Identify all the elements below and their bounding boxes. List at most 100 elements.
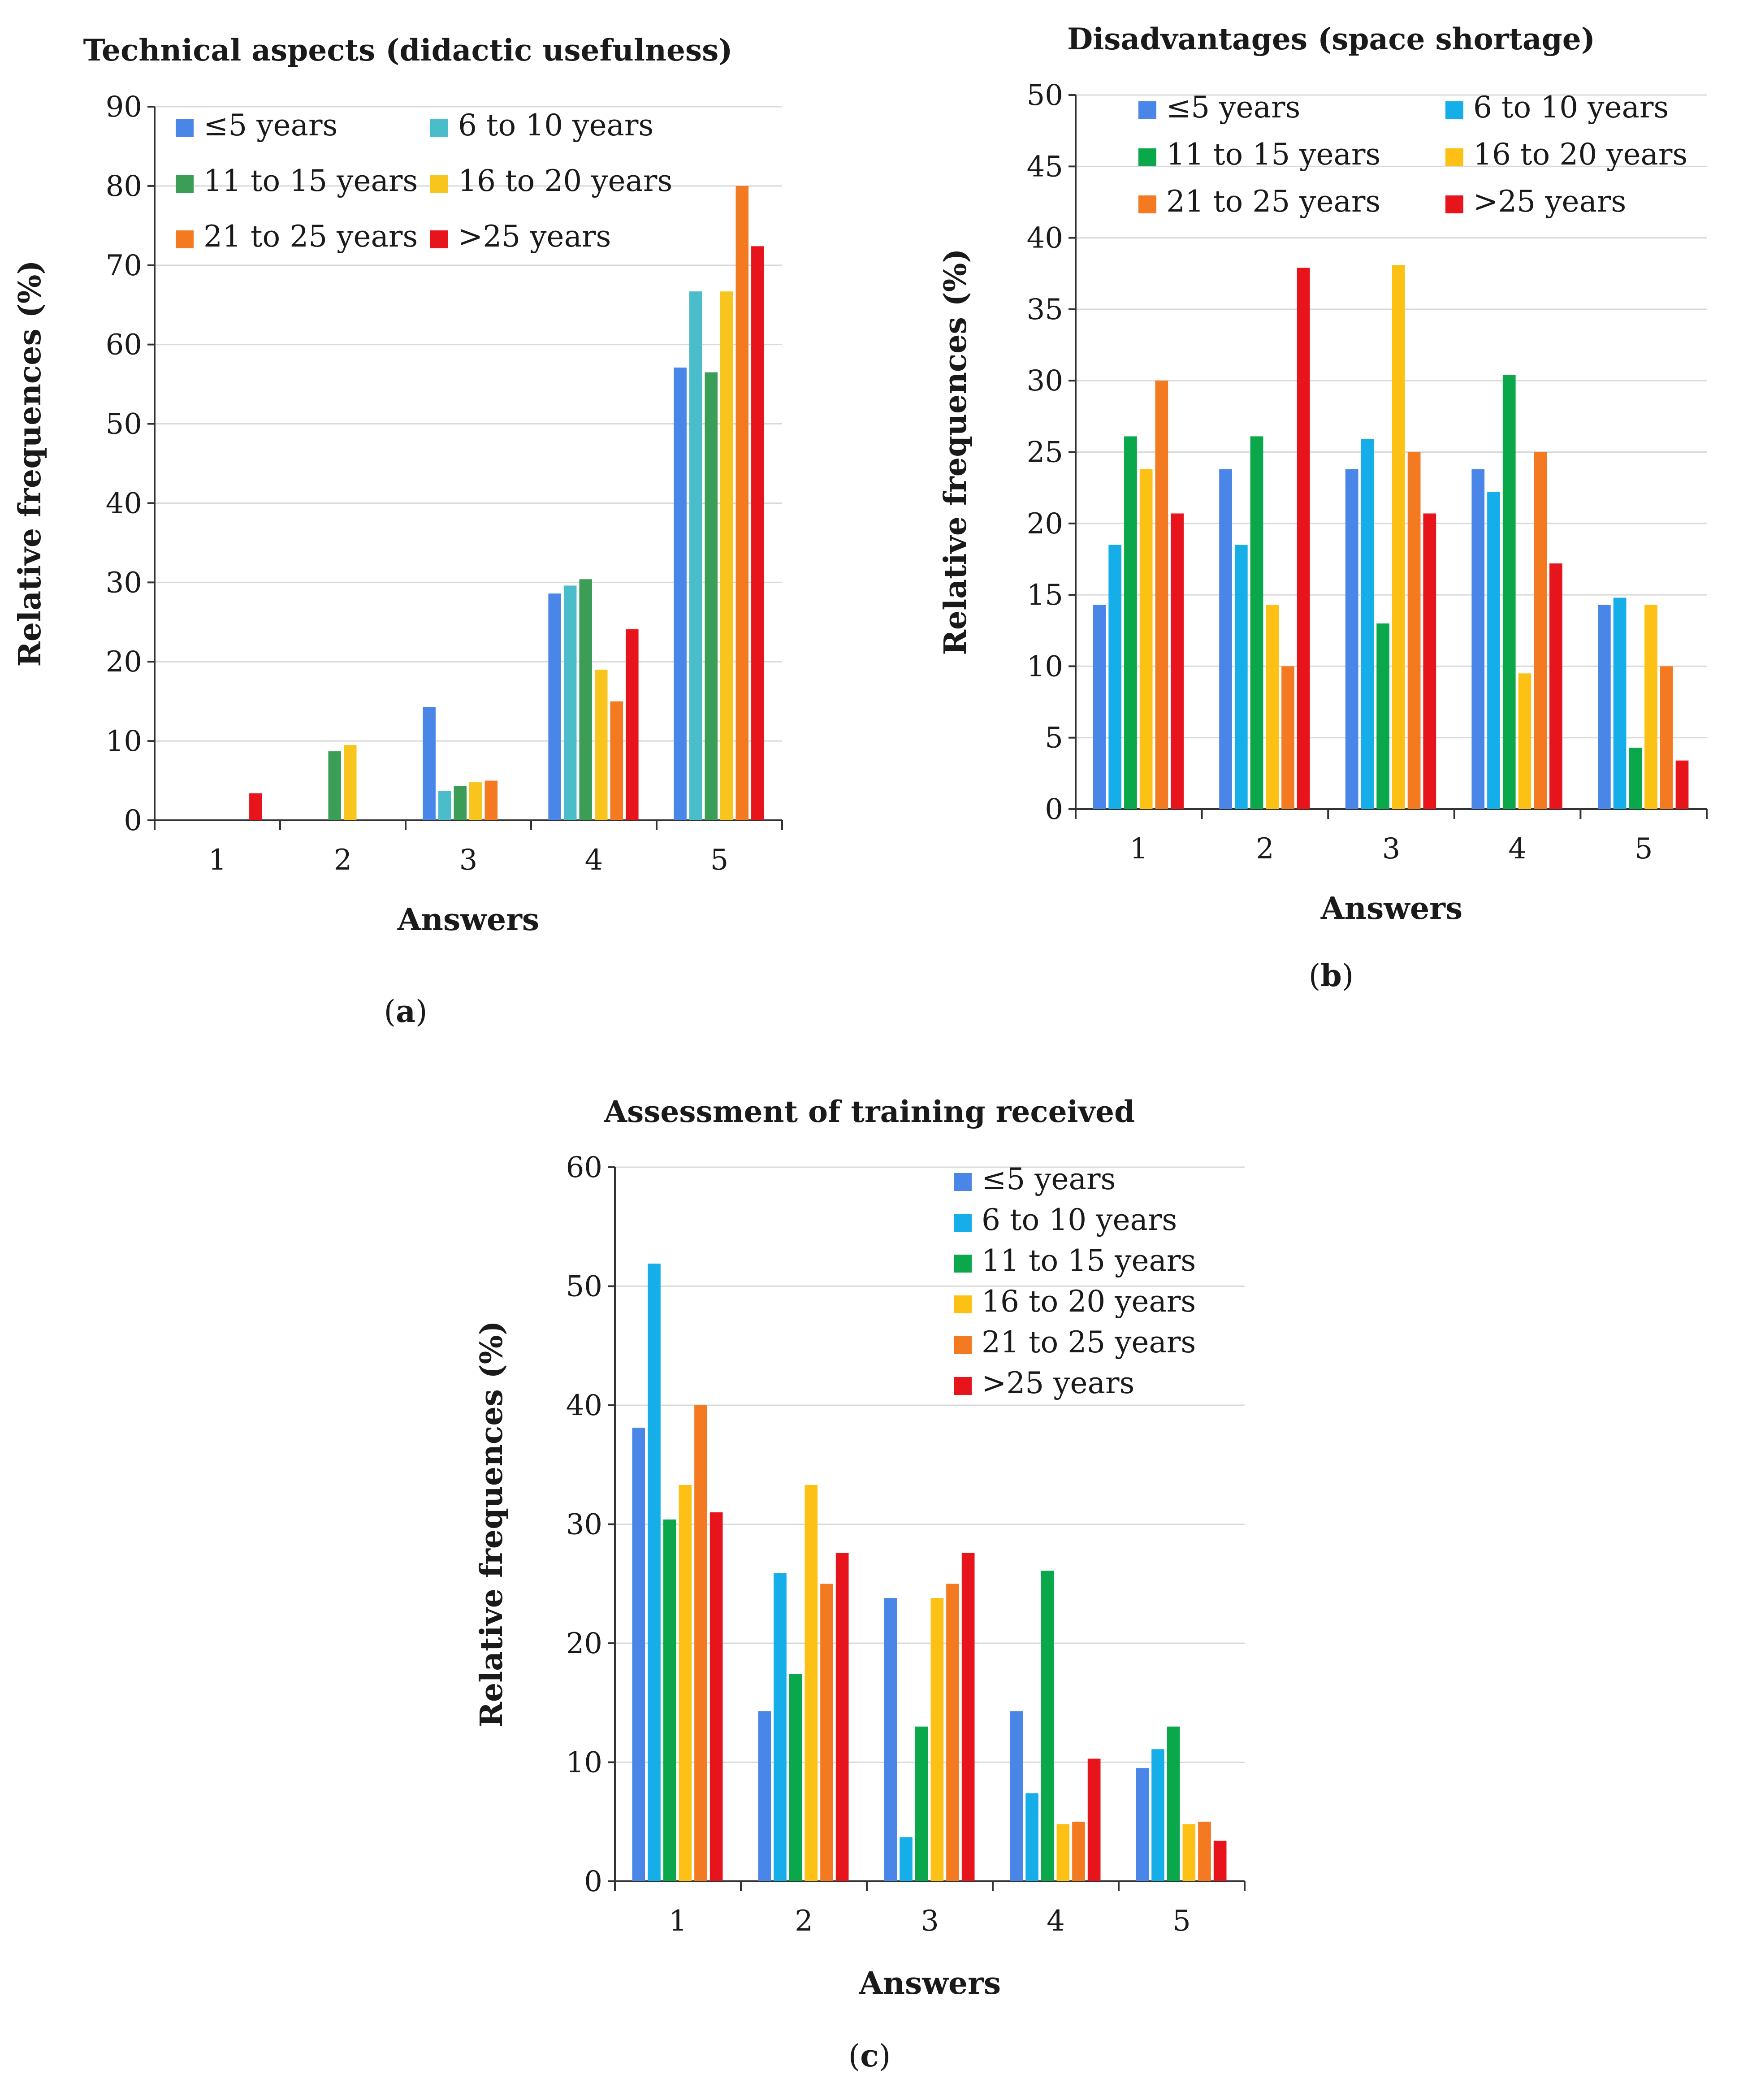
bar-b-cat3-s2: [1361, 439, 1374, 809]
legend-label: 16 to 20 years: [982, 1284, 1196, 1319]
bar-b-cat5-s3: [1629, 748, 1642, 809]
bar-b-cat1-s5: [1155, 381, 1168, 809]
bar-b-cat3-s1: [1345, 469, 1358, 809]
legend-swatch: [1138, 101, 1156, 119]
y-tick-label: 0: [1045, 793, 1063, 826]
bar-c-cat5-s3: [1167, 1726, 1180, 1881]
legend-swatch: [954, 1214, 972, 1232]
bar-b-cat2-s5: [1281, 666, 1294, 809]
legend-label: ≤5 years: [1166, 90, 1300, 125]
x-tick-label: 5: [1172, 1905, 1191, 1938]
y-tick-label: 0: [124, 804, 142, 837]
bar-c-cat3-s1: [884, 1598, 897, 1881]
legend-swatch: [1445, 101, 1463, 119]
bar-a-cat1-s6: [249, 793, 262, 820]
bar-b-cat4-s1: [1471, 469, 1485, 809]
y-tick-label: 40: [566, 1389, 602, 1422]
x-axis-title: Answers: [1320, 891, 1462, 927]
bar-a-cat2-s4: [344, 745, 357, 820]
bar-c-cat4-s3: [1041, 1571, 1054, 1881]
bar-a-cat3-s1: [423, 707, 436, 820]
y-tick-label: 0: [584, 1865, 602, 1898]
panel-caption: (c): [848, 2038, 891, 2074]
legend-swatch: [430, 119, 448, 137]
bar-a-cat5-s2: [689, 291, 702, 820]
bar-a-cat5-s1: [674, 367, 687, 820]
panel-caption: (b): [1309, 958, 1354, 994]
bar-a-cat5-s5: [735, 186, 749, 820]
x-axis-title: Answers: [397, 902, 539, 938]
legend-label: 11 to 15 years: [203, 164, 418, 198]
bar-b-cat2-s4: [1266, 605, 1279, 809]
y-tick-label: 20: [566, 1627, 602, 1660]
bar-c-cat1-s5: [694, 1405, 707, 1881]
bar-a-cat5-s3: [705, 372, 718, 820]
legend-label: 16 to 20 years: [1473, 137, 1687, 172]
legend-label: ≤5 years: [982, 1162, 1116, 1196]
chart-title: Technical aspects (didactic usefulness): [83, 33, 732, 68]
panel-caption: (a): [384, 994, 427, 1030]
y-tick-label: 40: [1027, 222, 1063, 255]
bar-b-cat1-s4: [1139, 469, 1153, 809]
bar-c-cat4-s6: [1087, 1758, 1101, 1881]
legend-swatch: [176, 230, 194, 248]
y-tick-label: 25: [1027, 436, 1063, 469]
bar-b-cat2-s3: [1250, 436, 1263, 809]
legend-label: 21 to 25 years: [982, 1325, 1196, 1360]
y-axis-title: Relative frequences (%): [474, 1321, 510, 1728]
x-tick-label: 2: [1256, 832, 1274, 866]
y-tick-label: 20: [106, 645, 142, 679]
bar-c-cat5-s1: [1136, 1768, 1149, 1881]
legend-swatch: [1138, 148, 1156, 166]
legend-label: 6 to 10 years: [982, 1203, 1177, 1237]
caption-paren-open: (: [1309, 958, 1321, 994]
bar-c-cat3-s6: [961, 1553, 975, 1881]
x-tick-label: 2: [334, 844, 352, 877]
bar-a-cat3-s4: [469, 782, 482, 820]
bar-b-cat4-s6: [1549, 563, 1562, 809]
legend-swatch: [176, 175, 194, 193]
bar-a-cat4-s1: [548, 593, 561, 820]
bar-b-cat3-s6: [1423, 513, 1436, 809]
bar-a-cat5-s6: [751, 246, 764, 820]
legend: ≤5 years 6 to 10 years 11 to 15 years 16 to…: [176, 108, 672, 254]
legend-label: ≤5 years: [203, 108, 337, 143]
bar-c-cat1-s3: [663, 1519, 676, 1881]
bar-c-cat3-s4: [930, 1598, 944, 1881]
bar-c-cat1-s6: [709, 1512, 723, 1881]
bar-c-cat4-s2: [1025, 1793, 1038, 1881]
bar-a-cat4-s5: [610, 701, 623, 820]
bar-a-cat4-s3: [579, 579, 592, 820]
y-axis-title: Relative frequences (%): [12, 260, 48, 667]
caption-paren-close: ): [415, 994, 428, 1030]
bar-b-cat4-s3: [1502, 375, 1516, 809]
bar-b-cat5-s1: [1598, 605, 1611, 809]
y-tick-label: 30: [566, 1508, 602, 1541]
bar-c-cat5-s6: [1213, 1840, 1227, 1881]
x-tick-label: 4: [1508, 832, 1527, 866]
bar-c-cat2-s6: [835, 1553, 849, 1881]
bar-c-cat2-s2: [774, 1573, 787, 1881]
legend-label: >25 years: [1473, 184, 1626, 219]
bar-b-cat3-s3: [1376, 623, 1389, 809]
y-tick-label: 5: [1045, 722, 1063, 755]
x-tick-label: 2: [795, 1905, 813, 1938]
bar-b-cat4-s2: [1487, 492, 1500, 809]
x-tick-label: 5: [710, 844, 729, 877]
bar-c-cat2-s3: [789, 1674, 802, 1881]
bar-b-cat4-s5: [1534, 452, 1547, 809]
bar-a-cat3-s5: [484, 780, 498, 820]
legend-swatch: [176, 119, 194, 137]
caption-paren-close: ): [879, 2039, 891, 2074]
chart-title: Assessment of training received: [604, 1094, 1135, 1129]
bar-b-cat2-s2: [1234, 545, 1248, 809]
y-tick-label: 90: [106, 91, 142, 124]
legend-label: 16 to 20 years: [458, 164, 672, 198]
bar-c-cat3-s3: [915, 1726, 928, 1881]
bar-b-cat1-s6: [1171, 513, 1184, 809]
x-tick-label: 3: [1382, 832, 1401, 866]
legend-label: 21 to 25 years: [203, 219, 418, 254]
bar-c-cat1-s1: [632, 1428, 645, 1881]
legend-swatch: [1445, 195, 1463, 213]
y-axis-title: Relative frequences (%): [938, 249, 973, 655]
